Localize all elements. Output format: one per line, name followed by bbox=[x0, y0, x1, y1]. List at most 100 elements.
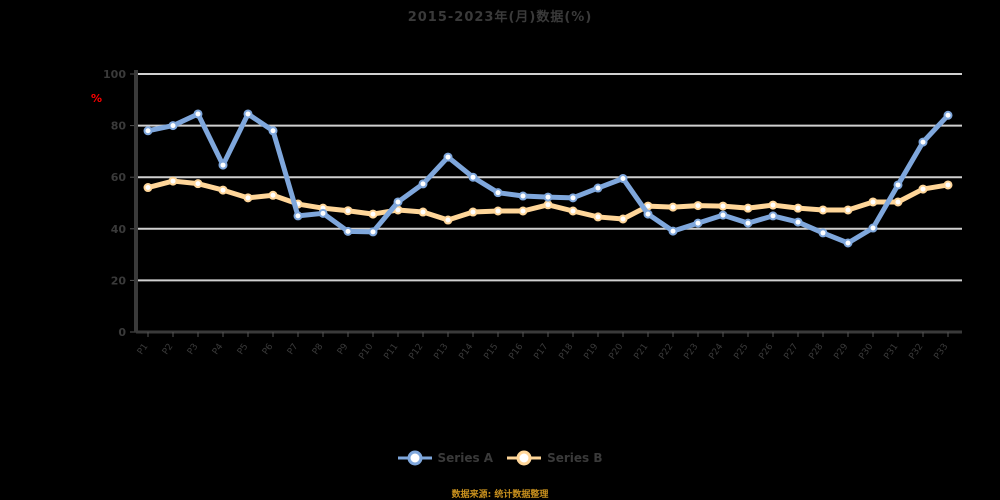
data-point[interactable] bbox=[618, 173, 628, 183]
data-point[interactable] bbox=[668, 202, 678, 212]
x-tick-label: P1 bbox=[136, 342, 151, 357]
x-tick-label: P18 bbox=[558, 342, 576, 362]
data-point[interactable] bbox=[468, 172, 478, 182]
data-point[interactable] bbox=[193, 109, 203, 119]
data-point[interactable] bbox=[393, 197, 403, 207]
x-tick-label: P11 bbox=[383, 342, 401, 362]
legend-label-series-a: Series A bbox=[437, 451, 494, 465]
data-point[interactable] bbox=[593, 183, 603, 193]
chart-title: 2015-2023年(月)数据(%) bbox=[407, 10, 593, 25]
y-tick-label: 80 bbox=[111, 120, 127, 133]
x-tick-label: P10 bbox=[358, 342, 376, 362]
x-tick-label: P24 bbox=[708, 342, 726, 362]
data-point[interactable] bbox=[643, 209, 653, 219]
data-point[interactable] bbox=[468, 207, 478, 217]
data-point[interactable] bbox=[518, 206, 528, 216]
x-tick-label: P22 bbox=[658, 342, 676, 362]
data-point[interactable] bbox=[943, 110, 953, 120]
data-point[interactable] bbox=[718, 210, 728, 220]
data-point[interactable] bbox=[918, 184, 928, 194]
data-point[interactable] bbox=[868, 223, 878, 233]
unit-label: % bbox=[91, 92, 103, 105]
plot-area: 0 20 40 60 80 100 P1 P2 P3 P4 P5 P6 P7 P8 P9 P10 P11 P12 P… bbox=[103, 68, 962, 362]
x-tick-label: P33 bbox=[933, 342, 951, 362]
x-tick-label: P25 bbox=[733, 342, 751, 362]
data-point[interactable] bbox=[793, 203, 803, 213]
x-tick-label: P6 bbox=[261, 342, 276, 357]
data-point[interactable] bbox=[693, 218, 703, 228]
x-tick-label: P15 bbox=[483, 342, 501, 362]
data-point[interactable] bbox=[918, 137, 928, 147]
data-point[interactable] bbox=[568, 206, 578, 216]
source-note: 数据来源: 统计数据整理 bbox=[451, 490, 549, 500]
data-point[interactable] bbox=[143, 183, 153, 193]
data-point[interactable] bbox=[268, 190, 278, 200]
y-tick-label: 40 bbox=[111, 223, 127, 236]
data-point[interactable] bbox=[168, 121, 178, 131]
data-point[interactable] bbox=[293, 211, 303, 221]
data-point[interactable] bbox=[668, 226, 678, 236]
data-point[interactable] bbox=[543, 192, 553, 202]
y-tick-label: 60 bbox=[111, 171, 127, 184]
x-tick-label: P12 bbox=[408, 342, 426, 362]
data-point[interactable] bbox=[768, 200, 778, 210]
x-tick-label: P13 bbox=[433, 342, 451, 362]
series-line bbox=[147, 111, 950, 246]
x-tick-label: P5 bbox=[236, 342, 251, 357]
x-tick-label: P19 bbox=[583, 342, 601, 362]
data-point[interactable] bbox=[718, 201, 728, 211]
data-point[interactable] bbox=[343, 206, 353, 216]
data-point[interactable] bbox=[593, 212, 603, 222]
x-tick-label: P17 bbox=[533, 342, 551, 362]
legend-marker-orange-icon bbox=[507, 450, 542, 466]
data-point[interactable] bbox=[318, 208, 328, 218]
data-point[interactable] bbox=[618, 214, 628, 224]
x-tick-label: P31 bbox=[883, 342, 901, 362]
data-point[interactable] bbox=[893, 180, 903, 190]
data-point[interactable] bbox=[218, 185, 228, 195]
data-point[interactable] bbox=[268, 126, 278, 136]
data-point[interactable] bbox=[743, 218, 753, 228]
data-point[interactable] bbox=[168, 176, 178, 186]
legend-item-series-a[interactable]: Series A bbox=[397, 450, 494, 466]
data-point[interactable] bbox=[843, 238, 853, 248]
legend-item-series-b[interactable]: Series B bbox=[507, 450, 602, 466]
data-point[interactable] bbox=[868, 197, 878, 207]
x-tick-label: P20 bbox=[608, 342, 626, 362]
x-tick-label: P14 bbox=[458, 342, 476, 362]
data-point[interactable] bbox=[368, 227, 378, 237]
data-point[interactable] bbox=[418, 179, 428, 189]
data-point[interactable] bbox=[343, 226, 353, 236]
data-point[interactable] bbox=[568, 193, 578, 203]
data-point[interactable] bbox=[443, 215, 453, 225]
data-point[interactable] bbox=[893, 197, 903, 207]
data-point[interactable] bbox=[218, 160, 228, 170]
data-point[interactable] bbox=[943, 180, 953, 190]
data-point[interactable] bbox=[243, 109, 253, 119]
data-point[interactable] bbox=[768, 211, 778, 221]
data-point[interactable] bbox=[243, 193, 253, 203]
data-point[interactable] bbox=[543, 200, 553, 210]
x-tick-label: P7 bbox=[286, 342, 301, 357]
data-point[interactable] bbox=[693, 201, 703, 211]
x-tick-label: P21 bbox=[633, 342, 651, 362]
data-point[interactable] bbox=[493, 188, 503, 198]
data-point[interactable] bbox=[818, 228, 828, 238]
legend-label-series-b: Series B bbox=[547, 451, 603, 465]
data-point[interactable] bbox=[143, 126, 153, 136]
x-tick-label: P27 bbox=[783, 342, 801, 362]
data-point[interactable] bbox=[443, 152, 453, 162]
data-point[interactable] bbox=[818, 205, 828, 215]
x-tick-label: P29 bbox=[833, 342, 851, 362]
x-tick-label: P30 bbox=[858, 342, 876, 362]
x-tick-label: P23 bbox=[683, 342, 701, 362]
data-point[interactable] bbox=[743, 203, 753, 213]
data-point[interactable] bbox=[418, 207, 428, 217]
data-point[interactable] bbox=[193, 179, 203, 189]
y-tick-label: 20 bbox=[111, 274, 127, 287]
data-point[interactable] bbox=[368, 209, 378, 219]
data-point[interactable] bbox=[518, 191, 528, 201]
data-point[interactable] bbox=[493, 206, 503, 216]
data-point[interactable] bbox=[793, 217, 803, 227]
data-point[interactable] bbox=[843, 205, 853, 215]
